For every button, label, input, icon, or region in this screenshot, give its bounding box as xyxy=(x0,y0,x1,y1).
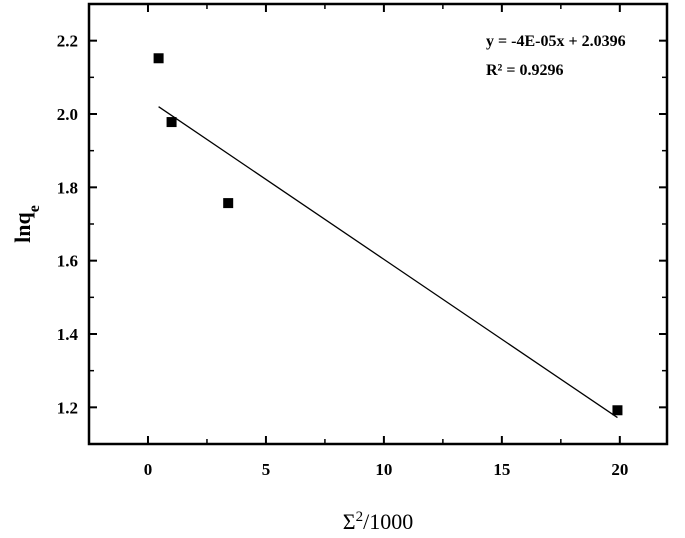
x-tick-labels: 0 5 10 15 20 xyxy=(144,460,629,479)
x-tick-label: 15 xyxy=(493,460,510,479)
data-point xyxy=(166,117,177,128)
y-tick-label: 1.2 xyxy=(57,398,78,417)
y-tick-label: 1.6 xyxy=(57,252,78,271)
points-layer xyxy=(153,53,623,416)
y-tick-label: 2.0 xyxy=(57,105,78,124)
y-tick-label: 2.2 xyxy=(57,32,78,51)
data-point xyxy=(612,405,623,416)
y-tick-label: 1.8 xyxy=(57,178,78,197)
plot-frame xyxy=(87,2,669,446)
x-tick-label: 5 xyxy=(262,460,271,479)
data-point xyxy=(153,53,164,64)
x-tick-label: 20 xyxy=(611,460,628,479)
fit-layer xyxy=(158,106,618,419)
data-point xyxy=(223,198,234,209)
y-axis-title: lnqe xyxy=(10,205,43,243)
x-axis-label: Σ2/1000 xyxy=(343,509,413,534)
equation-annotation: y = -4E-05x + 2.0396 xyxy=(486,33,626,50)
y-tick-labels: 1.2 1.4 1.6 1.8 2.0 2.2 xyxy=(57,32,79,418)
r-squared-annotation: R² = 0.9296 xyxy=(486,62,563,79)
x-tick-label: 0 xyxy=(144,460,153,479)
ticks-layer xyxy=(89,4,667,444)
y-tick-label: 1.4 xyxy=(57,325,79,344)
y-axis-label: lnqe xyxy=(10,205,43,243)
fit-line xyxy=(158,106,618,419)
x-tick-label: 10 xyxy=(375,460,392,479)
